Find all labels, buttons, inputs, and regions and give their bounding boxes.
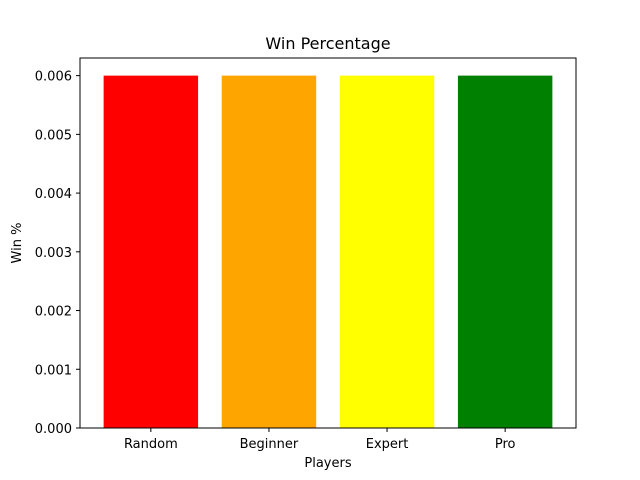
y-tick-label: 0.006	[35, 70, 72, 85]
y-axis-label: Win %	[10, 223, 25, 264]
bar-random	[103, 75, 199, 428]
y-tick-label: 0.002	[35, 305, 72, 320]
bar-pro	[457, 75, 553, 428]
x-tick-label-random: Random	[124, 437, 178, 452]
x-tick-label-expert: Expert	[366, 437, 409, 452]
plot-frame	[79, 57, 577, 429]
bar-beginner	[221, 75, 317, 428]
x-tick-label-beginner: Beginner	[240, 437, 299, 452]
x-tick-label-pro: Pro	[495, 437, 516, 452]
y-tick-label: 0.003	[35, 246, 72, 261]
x-axis: Random Beginner Expert Pro	[124, 428, 516, 452]
bars-group	[103, 75, 553, 428]
y-tick-label: 0.004	[35, 187, 72, 202]
y-tick-label: 0.005	[35, 128, 72, 143]
chart-title: Win Percentage	[265, 34, 390, 53]
x-axis-label: Players	[304, 456, 351, 471]
y-tick-label: 0.000	[35, 422, 72, 437]
y-axis: 0.000 0.001 0.002 0.003 0.004 0.005 0.006	[35, 70, 80, 437]
bar-expert	[339, 75, 435, 428]
y-tick-label: 0.001	[35, 363, 72, 378]
